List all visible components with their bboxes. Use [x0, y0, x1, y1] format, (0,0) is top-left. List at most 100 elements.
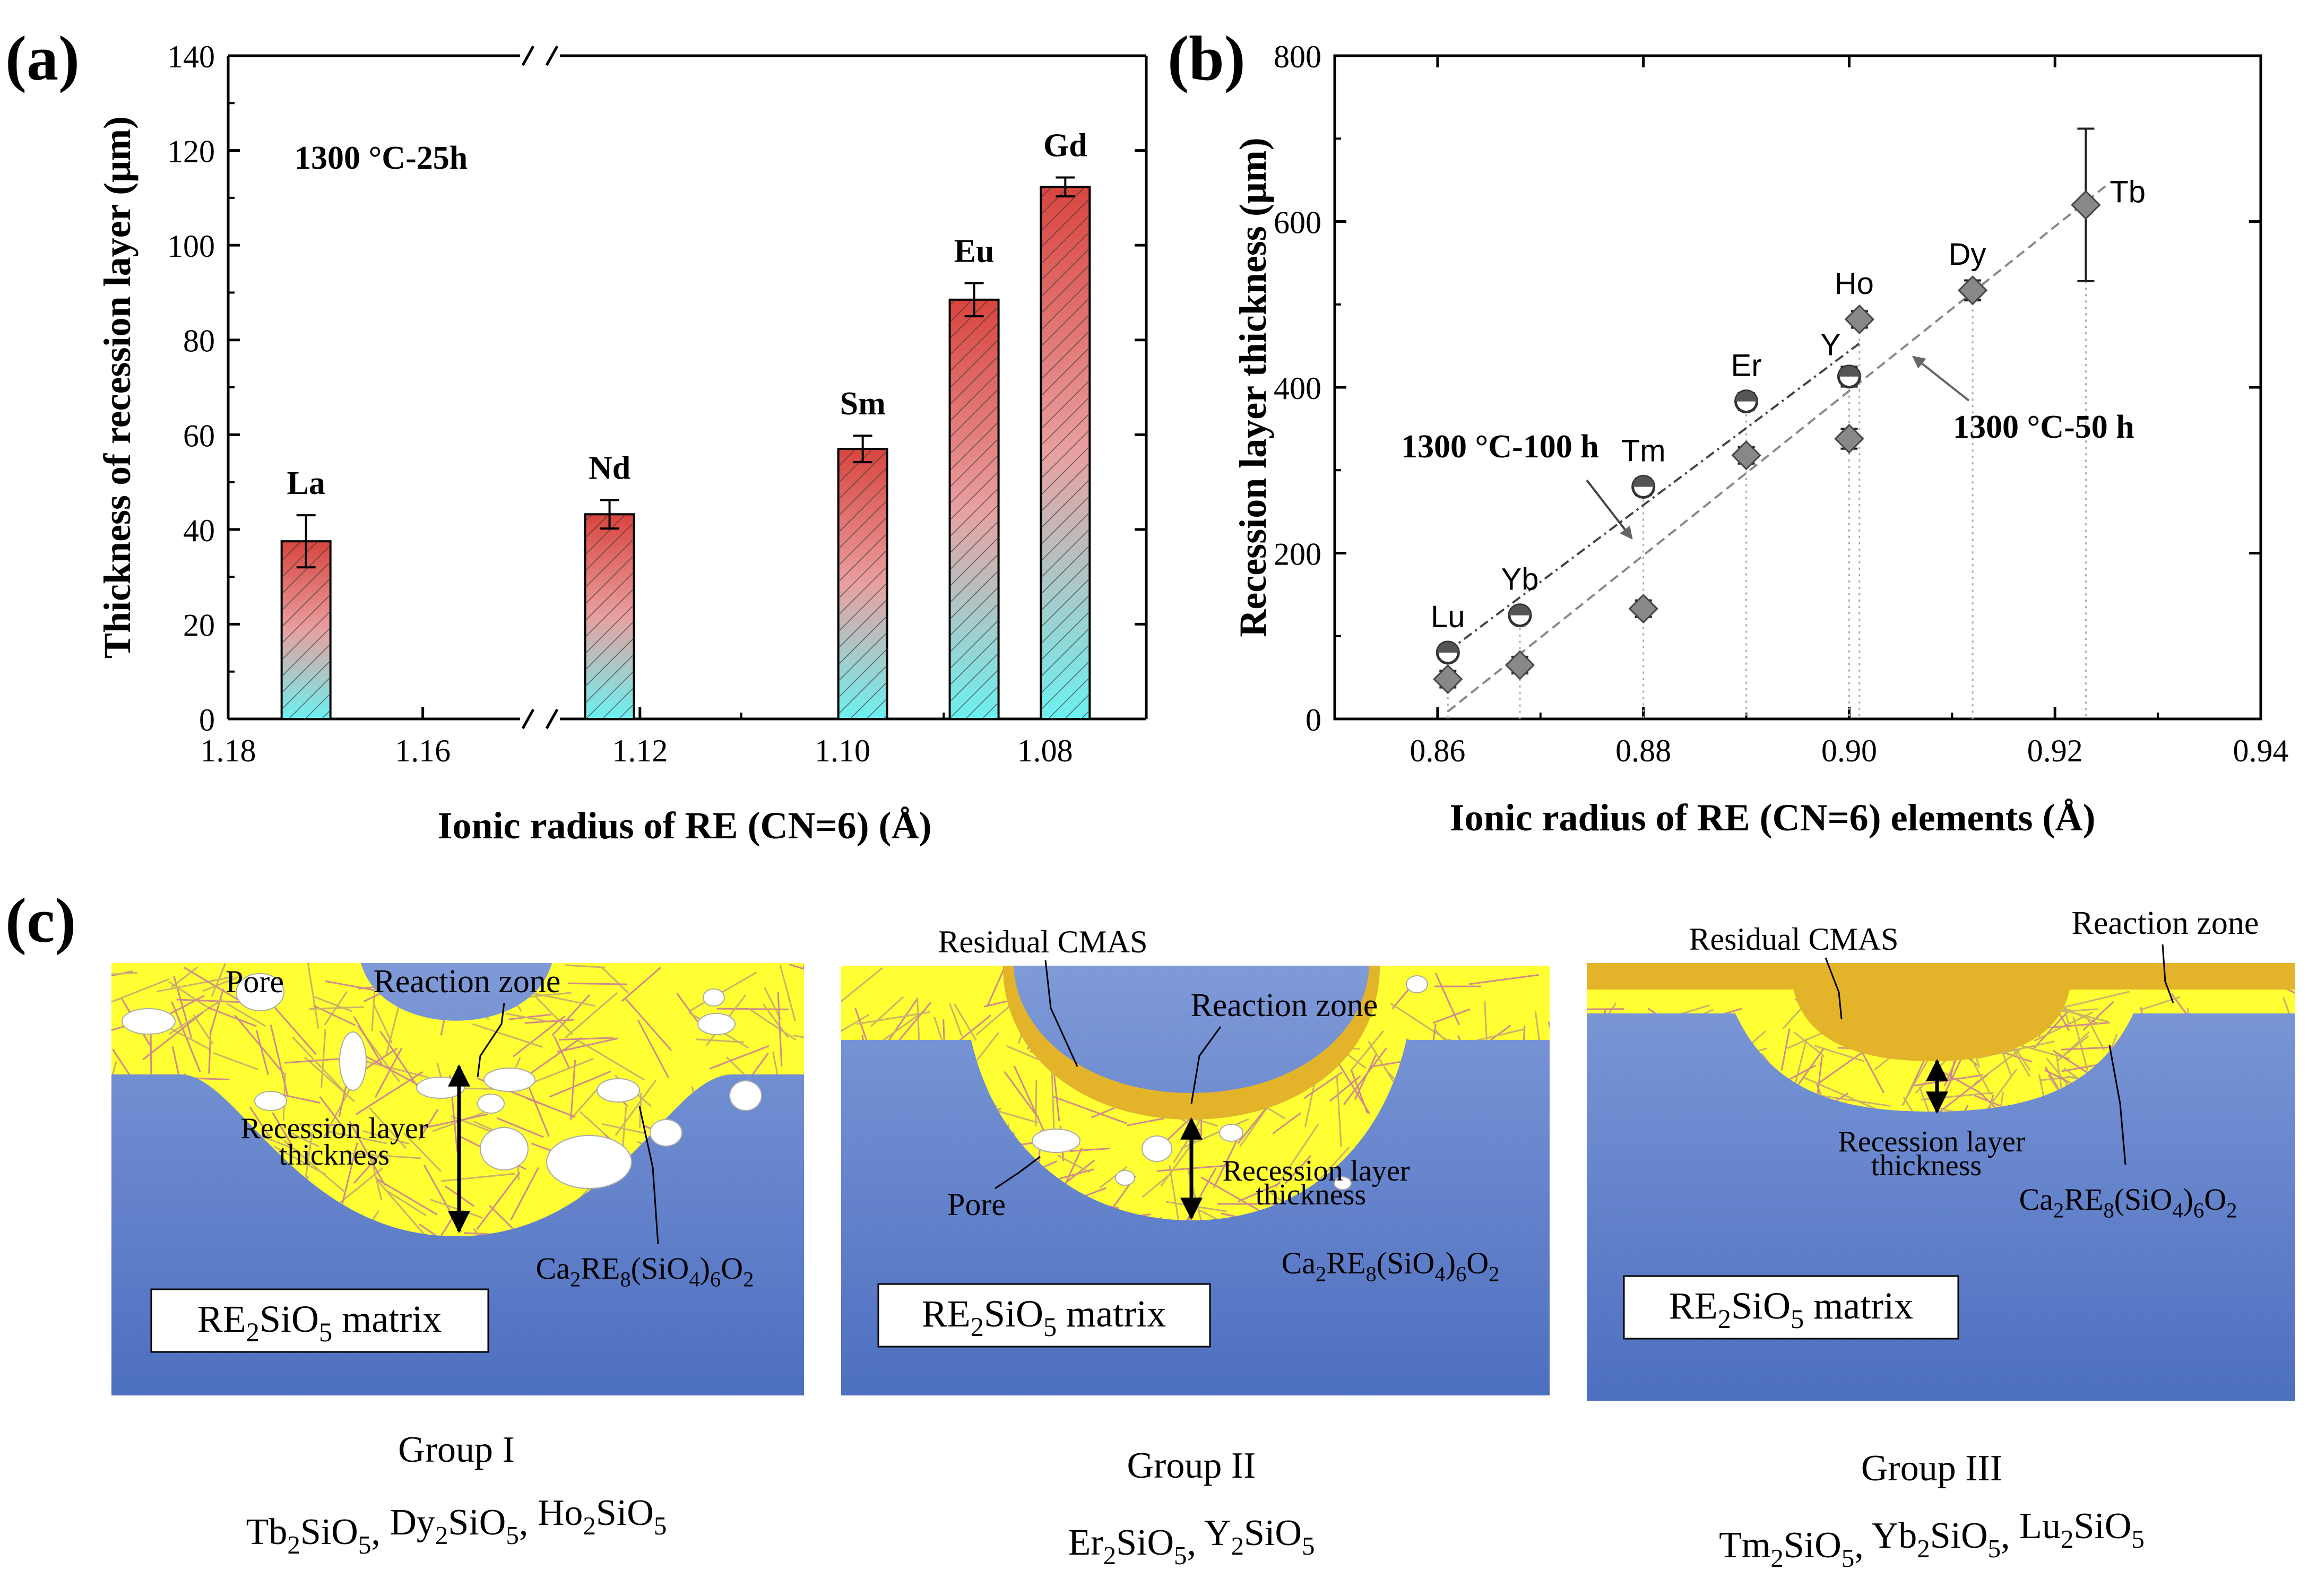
needle-crystal: [472, 1023, 543, 1048]
bar-chart-a: (a) 0 20 40 60 80 100 120 140 1.18 1.16 1.12 1.10 1.…: [5, 23, 1148, 847]
formula-part: 5: [1302, 1531, 1315, 1560]
needle-crystal: [570, 1060, 576, 1118]
needle-crystal: [347, 1152, 421, 1159]
x-tick-label-a: 1.12: [612, 733, 668, 768]
plot-frame-b: [1333, 54, 2262, 721]
needle-crystal: [176, 999, 244, 1003]
series-label-50h: 1300 °C-50 h: [1953, 409, 2134, 445]
needle-crystal: [1547, 1021, 1550, 1072]
needle-crystal: [1918, 1086, 1943, 1112]
formula-part: SiO: [984, 1293, 1043, 1335]
formula-part: ): [1446, 1246, 1456, 1280]
needle-crystal: [762, 1003, 789, 1038]
bar-hatch: [585, 514, 634, 719]
needle-crystal: [748, 1008, 797, 1041]
formula-part: 2: [583, 1511, 596, 1540]
series-label-100h: 1300 °C-100 h: [1401, 429, 1599, 465]
needle-crystal: [168, 981, 208, 1008]
formula-sep: ,: [1187, 1522, 1204, 1563]
needle-crystal: [213, 1052, 258, 1070]
needle-crystal: [368, 1107, 407, 1149]
pore: [596, 1078, 640, 1103]
circle-half-fill: [1838, 366, 1860, 377]
needle-crystal: [1913, 1074, 1983, 1087]
formula-part: matrix: [1804, 1285, 1913, 1327]
leader-line: [1190, 1026, 1222, 1104]
formula-sep: ,: [2001, 1515, 2019, 1556]
needle-crystal: [324, 980, 374, 991]
formula-part: 2: [1718, 1304, 1731, 1334]
needle-crystal: [557, 1037, 619, 1053]
y-tick-label-b: 600: [1274, 205, 1321, 240]
needle-crystal: [948, 1003, 963, 1037]
formula-part: 5: [358, 1530, 371, 1559]
apatite-label: Ca2RE8(SiO4)6O2: [1282, 1246, 1500, 1286]
needle-crystal: [1213, 1139, 1238, 1189]
diamond-marker: [1628, 594, 1658, 624]
needle-crystal: [1057, 1155, 1091, 1173]
matrix-label: RE2SiO5 matrix: [1669, 1285, 1913, 1334]
formula-part: SiO: [448, 1502, 506, 1543]
y-tick-label-a: 60: [183, 418, 215, 453]
formula-part: O: [721, 1251, 743, 1286]
needle-crystal: [1432, 1008, 1471, 1024]
formula-part: ): [700, 1251, 710, 1286]
pore: [122, 1008, 176, 1035]
needle-crystal: [283, 1094, 321, 1104]
thickness-label: thickness: [1256, 1178, 1366, 1211]
needle-crystal: [637, 1019, 670, 1079]
y-tick-label-a: 100: [167, 229, 215, 264]
leader-line: [995, 1156, 1041, 1190]
needle-crystal: [234, 1014, 285, 1074]
formula-part: 8: [620, 1268, 630, 1291]
pore: [254, 1091, 287, 1111]
formula-part: 5: [1043, 1312, 1057, 1342]
diamond-marker: [1957, 275, 1988, 306]
needle-crystal: [292, 1036, 345, 1092]
x-tick-label-a: 1.16: [395, 733, 451, 768]
formula-part: 5: [2131, 1524, 2145, 1554]
arrow-100h: [1586, 479, 1633, 540]
bars-a: La Nd Sm Eu Gd: [280, 127, 1091, 721]
apatite-label: Ca2RE8(SiO4)6O2: [2019, 1182, 2237, 1222]
needle-crystal: [1992, 1091, 2004, 1112]
point-label: Lu: [1431, 600, 1465, 634]
recession-label: Recession layer: [1838, 1125, 2026, 1158]
needle-crystal: [320, 1029, 326, 1089]
formula-part: 2: [2053, 1199, 2064, 1222]
formula-sep: ,: [519, 1502, 538, 1543]
bar-label: Sm: [840, 386, 886, 422]
needle-crystal: [1275, 1123, 1319, 1188]
scatter-chart-b: (b) 0 200 400 600 800 0.86 0.88 0.90 0.92 0.94 Ho…: [1168, 23, 2289, 839]
formula-part: RE: [1669, 1285, 1718, 1327]
needle-crystal: [508, 1013, 552, 1020]
formula-part: 2: [246, 1317, 260, 1347]
needle-crystal: [376, 1179, 427, 1236]
y-axis-label-b: Recession layer thickness (μm): [1232, 137, 1274, 637]
formula-part: Er: [1068, 1522, 1103, 1563]
panel-label-a: (a): [5, 23, 80, 93]
needle-crystal: [1484, 1001, 1488, 1047]
formula-part: SiO: [1731, 1285, 1791, 1327]
needle-crystal: [621, 967, 662, 1002]
point-label: Tm: [1621, 434, 1666, 469]
formula-part: 2: [1103, 1541, 1117, 1570]
point-label: Ho: [1835, 266, 1874, 301]
formula-part: 2: [2061, 1524, 2074, 1554]
schematic-group-3: Residual CMAS Reaction zone Recession laye…: [1587, 905, 2295, 1573]
needle-crystal: [953, 1003, 977, 1041]
pore: [1142, 1135, 1172, 1162]
circle-half-fill: [1437, 642, 1459, 653]
formula-part: RE: [1326, 1246, 1365, 1280]
axes-a: 0 20 40 60 80 100 120 140 1.18 1.16 1.12 1.10 1.08: [167, 39, 1148, 768]
needle-crystal: [369, 1153, 383, 1201]
needle-crystal: [569, 1085, 601, 1121]
needle-crystal: [1814, 1094, 1891, 1107]
needle-crystal: [299, 1123, 342, 1126]
needle-crystal: [1200, 1176, 1268, 1216]
residual-cmas-2: [1003, 966, 1380, 1120]
formula-part: SiO: [2073, 1506, 2131, 1547]
leader-line: [477, 1002, 505, 1078]
